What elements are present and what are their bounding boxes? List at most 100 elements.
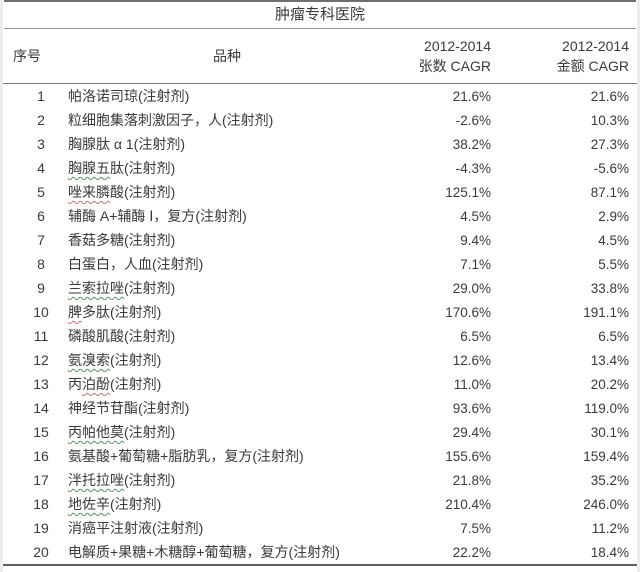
- amount-cagr-value: 20.2%: [590, 376, 629, 392]
- product-name: 消癌平注射液(注射剂): [68, 520, 204, 536]
- spellcheck-underline: 丙帕他莫: [68, 424, 124, 440]
- row-index: 1: [37, 88, 45, 104]
- product-name: 丙帕他莫(注射剂): [68, 424, 176, 440]
- row-index: 7: [37, 232, 45, 248]
- amount-header-metric: 金额 CAGR: [556, 58, 629, 74]
- spellcheck-underline: 泊酚: [82, 376, 110, 392]
- amount-cagr-value: 191.1%: [583, 304, 629, 320]
- row-index: 8: [37, 256, 45, 272]
- table-row: 13 丙泊酚(注射剂) 11.0% 20.2%: [3, 372, 637, 396]
- product-name: 胸腺肽 α 1(注射剂): [68, 136, 185, 152]
- product-name: 氨溴索(注射剂): [68, 352, 162, 368]
- amount-cagr-value: 159.4%: [583, 448, 629, 464]
- table-row: 6 辅酶 A+辅酶 Ⅰ，复方(注射剂) 4.5% 2.9%: [3, 204, 637, 228]
- product-name: 白蛋白，人血(注射剂): [68, 256, 204, 272]
- table-row: 1 帕洛诺司琼(注射剂) 21.6% 21.6%: [3, 84, 637, 109]
- amount-cagr-value: 2.9%: [598, 208, 629, 224]
- column-header-volume-cagr: 2012-2014 张数 CAGR: [391, 29, 499, 84]
- row-index: 9: [37, 280, 45, 296]
- table-row: 3 胸腺肽 α 1(注射剂) 38.2% 27.3%: [3, 132, 637, 156]
- product-name: 脾多肽(注射剂): [68, 304, 162, 320]
- row-index: 5: [37, 184, 45, 200]
- row-index: 14: [33, 400, 49, 416]
- volume-cagr-value: 170.6%: [445, 304, 491, 320]
- product-name: 神经节苷酯(注射剂): [68, 400, 190, 416]
- amount-cagr-value: 18.4%: [499, 540, 637, 566]
- spellcheck-underline: 兰索拉唑: [68, 280, 124, 296]
- spellcheck-underline: 泮托拉唑: [68, 472, 124, 488]
- table-row: 14 神经节苷酯(注射剂) 93.6% 119.0%: [3, 396, 637, 420]
- volume-cagr-value: 22.2%: [391, 540, 499, 566]
- product-name: 丙泊酚(注射剂): [68, 376, 162, 392]
- table-row: 15 丙帕他莫(注射剂) 29.4% 30.1%: [3, 420, 637, 444]
- table-row: 20 电解质+果糖+木糖醇+葡萄糖，复方(注射剂) 22.2% 18.4%: [3, 540, 637, 566]
- spellcheck-underline: 地佐辛: [68, 496, 110, 512]
- volume-cagr-value: 38.2%: [452, 136, 491, 152]
- amount-cagr-value: 246.0%: [583, 496, 629, 512]
- product-name: 电解质+果糖+木糖醇+葡萄糖，复方(注射剂): [63, 540, 391, 566]
- row-index: 18: [33, 496, 49, 512]
- row-index: 15: [33, 424, 49, 440]
- product-name: 唑来膦酸(注射剂): [68, 184, 176, 200]
- amount-cagr-value: 27.3%: [590, 136, 629, 152]
- table-row: 8 白蛋白，人血(注射剂) 7.1% 5.5%: [3, 252, 637, 276]
- table-row: 2 粒细胞集落刺激因子，人(注射剂) -2.6% 10.3%: [3, 108, 637, 132]
- amount-cagr-value: 35.2%: [590, 472, 629, 488]
- spellcheck-underline: 唑来膦: [68, 184, 110, 200]
- amount-cagr-value: 10.3%: [590, 112, 629, 128]
- volume-cagr-value: 155.6%: [445, 448, 491, 464]
- table-row: 5 唑来膦酸(注射剂) 125.1% 87.1%: [3, 180, 637, 204]
- volume-header-period: 2012-2014: [424, 38, 491, 54]
- table-row: 12 氨溴索(注射剂) 12.6% 13.4%: [3, 348, 637, 372]
- amount-cagr-value: 13.4%: [590, 352, 629, 368]
- amount-cagr-value: 33.8%: [590, 280, 629, 296]
- spellcheck-underline: 胸腺五: [68, 160, 110, 176]
- volume-cagr-value: 9.4%: [460, 232, 491, 248]
- table-row: 18 地佐辛(注射剂) 210.4% 246.0%: [3, 492, 637, 516]
- table-body: 1 帕洛诺司琼(注射剂) 21.6% 21.6% 2 粒细胞集落刺激因子，人(注射剂) -2…: [3, 84, 637, 566]
- row-index: 16: [33, 448, 49, 464]
- row-index: 10: [33, 304, 49, 320]
- volume-cagr-value: 29.0%: [452, 280, 491, 296]
- table-row: 11 磷酸肌酸(注射剂) 6.5% 6.5%: [3, 324, 637, 348]
- row-index: 4: [37, 160, 45, 176]
- column-header-index: 序号: [3, 29, 63, 84]
- table-row: 7 香菇多糖(注射剂) 9.4% 4.5%: [3, 228, 637, 252]
- row-index: 20: [3, 540, 63, 566]
- volume-cagr-value: 210.4%: [445, 496, 491, 512]
- product-name: 辅酶 A+辅酶 Ⅰ，复方(注射剂): [68, 208, 247, 224]
- table-title: 肿瘤专科医院: [4, 0, 636, 29]
- cagr-table: 序号 品种 2012-2014 张数 CAGR 2012-2014 金额 CAG…: [3, 29, 637, 566]
- table-row: 10 脾多肽(注射剂) 170.6% 191.1%: [3, 300, 637, 324]
- row-index: 19: [33, 520, 49, 536]
- volume-cagr-value: -4.3%: [455, 160, 491, 176]
- table-row: 4 胸腺五肽(注射剂) -4.3% -5.6%: [3, 156, 637, 180]
- spellcheck-underline: 脾: [68, 304, 82, 320]
- row-index: 13: [33, 376, 49, 392]
- row-index: 2: [37, 112, 45, 128]
- product-name: 帕洛诺司琼(注射剂): [68, 88, 190, 104]
- amount-cagr-value: 119.0%: [584, 400, 629, 416]
- amount-header-period: 2012-2014: [562, 38, 629, 54]
- table-header: 序号 品种 2012-2014 张数 CAGR 2012-2014 金额 CAG…: [3, 29, 637, 84]
- volume-cagr-value: 6.5%: [460, 328, 491, 344]
- product-name: 泮托拉唑(注射剂): [68, 472, 176, 488]
- column-header-amount-cagr: 2012-2014 金额 CAGR: [499, 29, 637, 84]
- volume-header-metric: 张数 CAGR: [418, 58, 491, 74]
- volume-cagr-value: 4.5%: [460, 208, 491, 224]
- volume-cagr-value: 29.4%: [452, 424, 491, 440]
- volume-cagr-value: 125.1%: [445, 184, 491, 200]
- amount-cagr-value: -5.6%: [593, 160, 629, 176]
- table-row: 9 兰索拉唑(注射剂) 29.0% 33.8%: [3, 276, 637, 300]
- product-name: 兰索拉唑(注射剂): [68, 280, 176, 296]
- amount-cagr-value: 21.6%: [590, 88, 629, 104]
- product-name: 氨基酸+葡萄糖+脂肪乳，复方(注射剂): [68, 448, 304, 464]
- row-index: 6: [37, 208, 45, 224]
- column-header-product: 品种: [63, 29, 391, 84]
- volume-cagr-value: -2.6%: [455, 112, 491, 128]
- table-row: 16 氨基酸+葡萄糖+脂肪乳，复方(注射剂) 155.6% 159.4%: [3, 444, 637, 468]
- table-row: 19 消癌平注射液(注射剂) 7.5% 11.2%: [3, 516, 637, 540]
- amount-cagr-value: 6.5%: [598, 328, 629, 344]
- product-name: 磷酸肌酸(注射剂): [68, 328, 176, 344]
